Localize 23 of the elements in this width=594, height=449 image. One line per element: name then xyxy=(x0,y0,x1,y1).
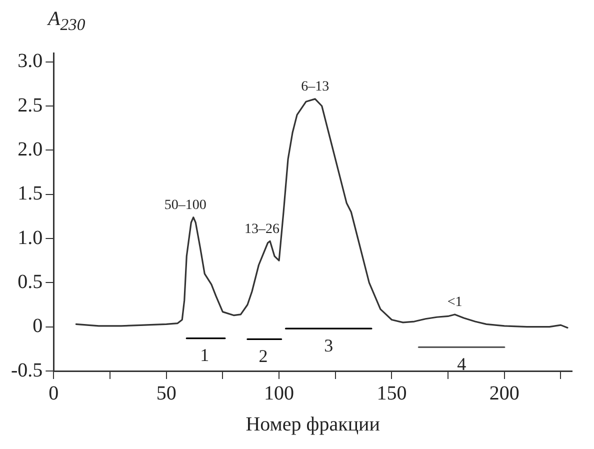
annotation: 3 xyxy=(324,335,334,356)
y-tick-label: 1.5 xyxy=(18,182,43,205)
y-tick-label: 3.0 xyxy=(18,50,43,72)
annotation: 13–26 xyxy=(244,222,280,237)
y-tick-label: 0 xyxy=(32,315,43,338)
x-axis-title: Номер фракции xyxy=(246,413,380,436)
x-tick-label: 200 xyxy=(489,382,520,404)
x-tick-label: 0 xyxy=(48,382,59,404)
annotation: 6–13 xyxy=(301,80,330,95)
y-axis-title: A$_{230}$ xyxy=(48,8,86,35)
annotation: 4 xyxy=(457,354,466,374)
annotation: 50–100 xyxy=(164,198,206,213)
annotation: 1 xyxy=(200,345,210,366)
x-tick-label: 150 xyxy=(376,382,407,404)
y-tick-label: 2.0 xyxy=(18,138,43,160)
x-tick-label: 100 xyxy=(264,382,294,404)
x-tick-label: 50 xyxy=(156,382,176,404)
y-tick-label: 2.5 xyxy=(18,94,43,116)
y-tick-label: 1.0 xyxy=(18,226,43,249)
y-tick-label: -0.5 xyxy=(10,359,43,382)
y-tick-label: 0.5 xyxy=(18,270,43,293)
annotation: 2 xyxy=(258,346,268,366)
annotation: <1 xyxy=(447,295,462,310)
